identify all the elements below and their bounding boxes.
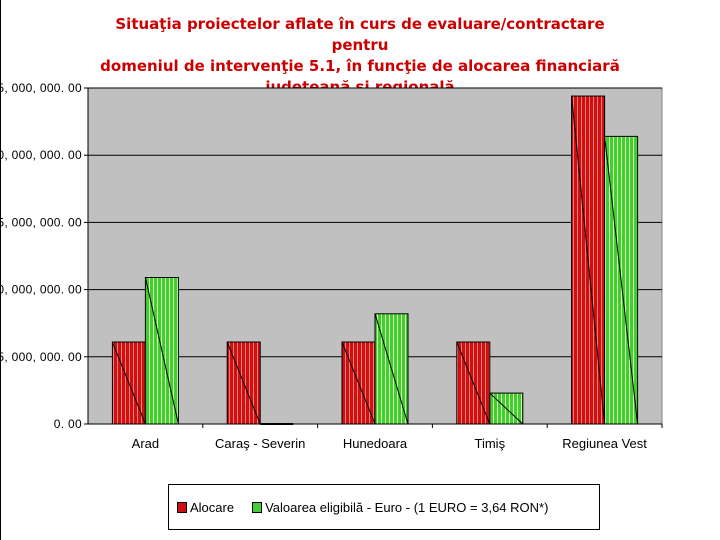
- y-tick-labels: 25, 000, 000. 00 20, 000, 000. 00 15, 000,…: [0, 81, 82, 431]
- legend-item-valoarea-eligibila: Valoarea eligibilă - Euro - (1 EURO = 3,…: [252, 500, 548, 515]
- legend-label-valoarea-eligibila: Valoarea eligibilă - Euro - (1 EURO = 3,…: [265, 499, 549, 515]
- x-tick-label: Regiunea Vest: [562, 436, 647, 451]
- x-tick-labels: Arad Caraş - Severin Hunedoara Timiş Regiune…: [132, 436, 648, 451]
- y-tick-label: 20, 000, 000. 00: [0, 148, 82, 162]
- frame-border-line: [0, 0, 1, 540]
- bar-diagonal: [341, 341, 376, 425]
- y-tick-label: 10, 000, 000. 00: [0, 283, 82, 297]
- bar-diagonal: [144, 277, 179, 425]
- bar-diagonal: [604, 136, 639, 425]
- x-tick-label: Hunedoara: [343, 436, 408, 451]
- bar-diagonal: [111, 341, 146, 425]
- x-tick-label: Caraş - Severin: [215, 436, 305, 451]
- bars: [111, 95, 639, 425]
- legend-item-alocare: Alocare: [177, 500, 234, 515]
- chart-title: Situaţia proiectelor aflate în curs de e…: [100, 14, 620, 98]
- x-tick-label: Arad: [132, 436, 159, 451]
- bar-diagonal: [489, 392, 524, 425]
- bar-valoarea: [144, 277, 179, 425]
- y-tick-label: 25, 000, 000. 00: [0, 81, 82, 95]
- chart-legend: Alocare Valoarea eligibilă - Euro - (1 E…: [168, 484, 600, 530]
- y-tick-label: 5, 000, 000. 00: [0, 350, 82, 364]
- y-tick-label: 0. 00: [54, 417, 82, 431]
- bar-valoarea: [374, 313, 409, 425]
- bar-alocare: [111, 341, 146, 425]
- chart-title-line-1: Situaţia proiectelor aflate în curs de e…: [115, 15, 605, 54]
- bar-alocare: [341, 341, 376, 425]
- bar-diagonal: [571, 96, 606, 425]
- bar-diagonal: [374, 313, 409, 425]
- chart-title-line-2: domeniul de intervenţie 5.1, în funcţie …: [100, 57, 620, 75]
- legend-swatch-alocare: [177, 501, 187, 513]
- bar-alocare: [571, 95, 606, 425]
- y-tick-label: 15, 000, 000. 00: [0, 215, 82, 229]
- x-tick-label: Timiş: [475, 436, 506, 451]
- bar-diagonal: [226, 341, 261, 425]
- bar-valoarea: [489, 392, 524, 425]
- legend-label-alocare: Alocare: [190, 499, 235, 515]
- bar-valoarea: [604, 135, 639, 425]
- bar-alocare: [226, 341, 261, 425]
- legend-swatch-valoarea-eligibila: [252, 501, 263, 513]
- bar-alocare: [456, 341, 491, 425]
- bar-diagonal: [456, 341, 491, 425]
- gridlines: [88, 87, 662, 358]
